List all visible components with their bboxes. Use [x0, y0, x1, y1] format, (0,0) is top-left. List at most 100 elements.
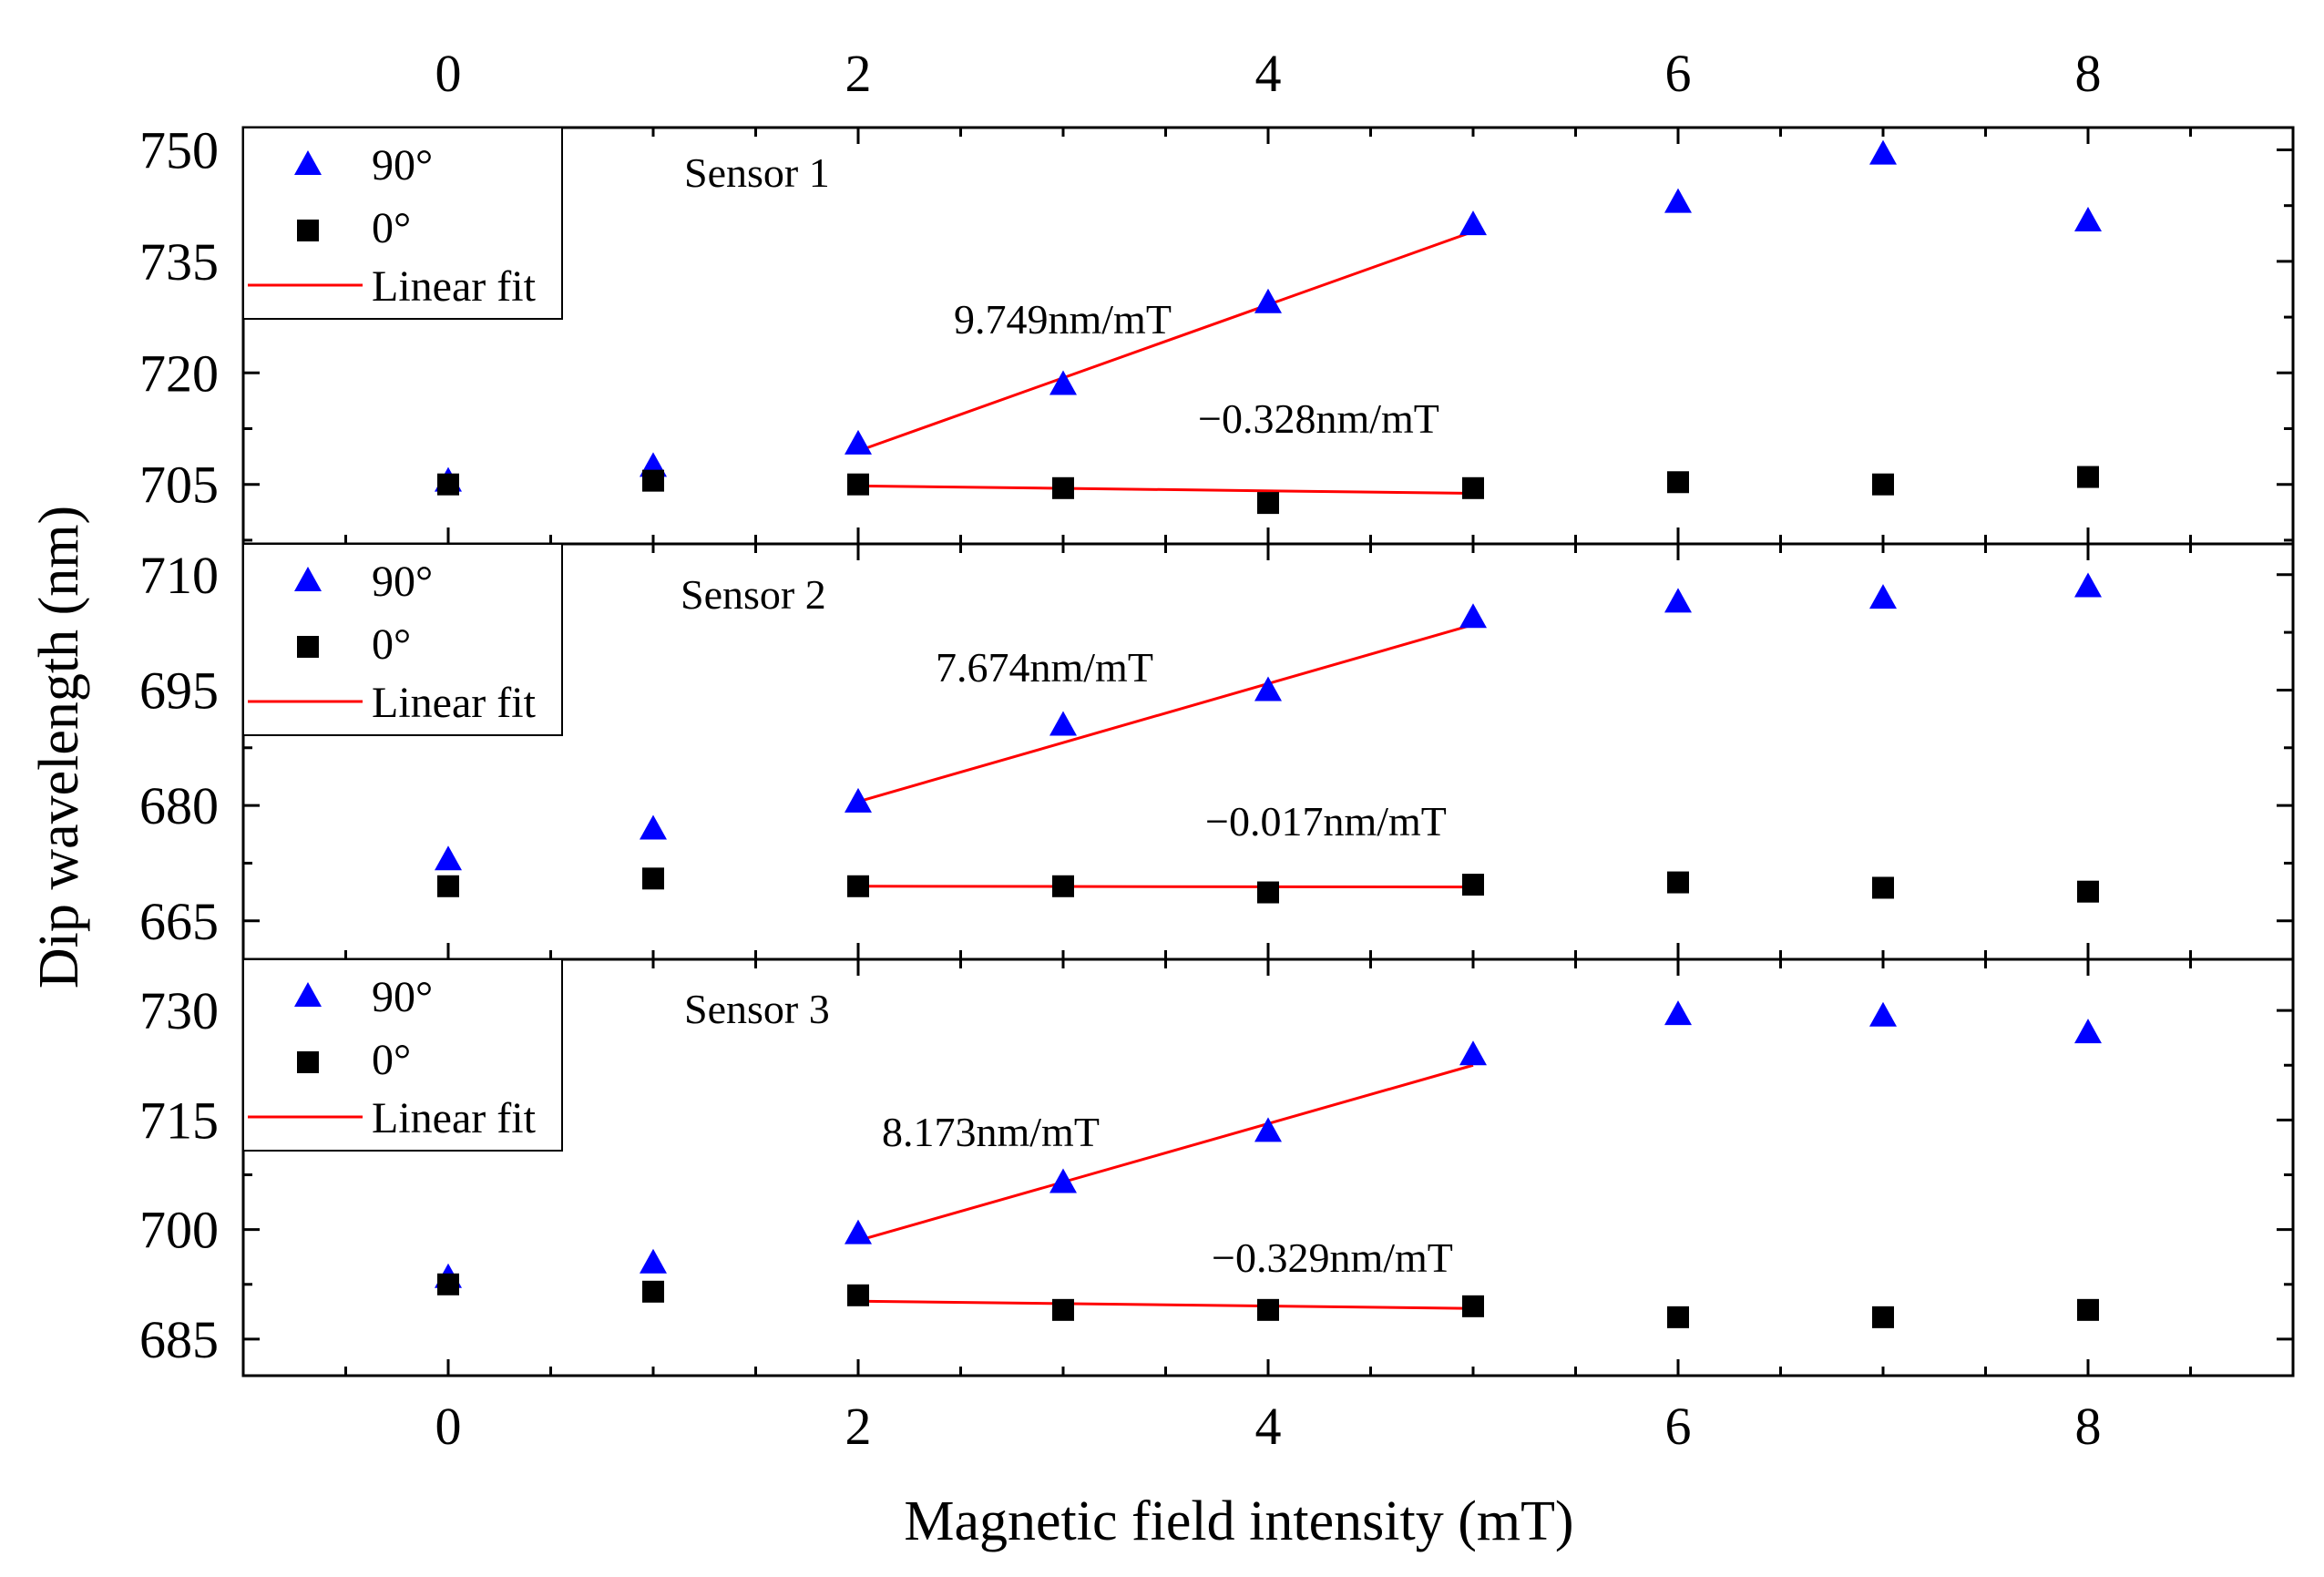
fit-line-0deg	[857, 885, 1474, 889]
data-point-90deg	[2074, 1019, 2102, 1044]
y-tick-label: 685	[139, 1310, 219, 1369]
y-tick-label: 720	[139, 343, 219, 403]
legend-label-90deg: 90°	[372, 973, 433, 1021]
sensor-title: Sensor 1	[684, 149, 830, 196]
data-point-90deg	[1869, 584, 1897, 609]
data-point-90deg	[640, 1248, 667, 1274]
x-tick-label-bottom: 6	[1665, 1397, 1692, 1456]
x-tick-label-bottom: 2	[845, 1397, 872, 1456]
legend-marker-90deg	[294, 150, 322, 175]
legend-label-0deg: 0°	[372, 204, 411, 252]
legend-box	[242, 543, 563, 736]
data-point-90deg	[845, 787, 872, 813]
legend-label-linear-fit: Linear fit	[372, 679, 537, 727]
legend-label-90deg: 90°	[372, 141, 433, 189]
data-point-0deg	[1872, 473, 1894, 496]
y-tick-label: 715	[139, 1091, 219, 1150]
fit-line-0deg	[857, 1299, 1474, 1310]
data-point-90deg	[1254, 288, 1282, 313]
slope-label-0deg: −0.328nm/mT	[1198, 395, 1439, 442]
data-point-0deg	[1872, 1306, 1894, 1328]
y-tick-label: 700	[139, 1201, 219, 1260]
data-point-0deg	[642, 867, 664, 890]
data-point-0deg	[1257, 492, 1279, 515]
y-tick-label: 665	[139, 892, 219, 951]
x-tick-label-top: 0	[435, 44, 462, 103]
y-tick-label: 695	[139, 660, 219, 720]
data-point-90deg	[1049, 711, 1077, 736]
data-point-0deg	[642, 1280, 664, 1303]
data-point-90deg	[2074, 572, 2102, 598]
legend-label-linear-fit: Linear fit	[372, 262, 537, 311]
y-tick-label: 735	[139, 232, 219, 292]
data-point-0deg	[1872, 876, 1894, 899]
x-tick-label-top: 2	[845, 44, 872, 103]
slope-label-90deg: 7.674nm/mT	[936, 644, 1153, 691]
data-point-90deg	[1869, 1001, 1897, 1027]
data-point-90deg	[1664, 588, 1692, 613]
legend-marker-90deg	[294, 982, 322, 1007]
y-tick-label: 750	[139, 120, 219, 179]
legend-label-0deg: 0°	[372, 1036, 411, 1084]
data-point-0deg	[1052, 1298, 1074, 1321]
data-point-0deg	[1667, 471, 1689, 494]
y-axis-title: Dip wavelength (nm)	[28, 506, 90, 988]
data-point-90deg	[1459, 210, 1487, 236]
data-point-90deg	[1459, 1040, 1487, 1066]
legend-marker-90deg	[294, 567, 322, 591]
x-tick-label-bottom: 8	[2075, 1397, 2102, 1456]
y-tick-label: 680	[139, 776, 219, 835]
data-point-0deg	[847, 1284, 869, 1306]
legend-box	[242, 127, 563, 320]
legend-marker-0deg	[297, 220, 319, 241]
x-tick-label-bottom: 4	[1255, 1397, 1282, 1456]
fit-line-90deg	[857, 623, 1474, 804]
legend-label-0deg: 0°	[372, 620, 411, 669]
data-point-0deg	[847, 473, 869, 496]
legend-box	[242, 958, 563, 1152]
fit-line-90deg	[857, 230, 1474, 453]
x-tick-label-bottom: 0	[435, 1397, 462, 1456]
data-point-90deg	[1664, 188, 1692, 213]
y-tick-label: 710	[139, 546, 219, 605]
data-point-90deg	[1254, 676, 1282, 701]
plot-layer: 0 0 2 2 4 4 6 6 8 8 705 720 735 750 Sensor 1 9.749nm/mT…	[139, 44, 2295, 1456]
legend-label-90deg: 90°	[372, 558, 433, 606]
data-point-0deg	[2077, 1298, 2099, 1321]
data-point-0deg	[2077, 466, 2099, 488]
data-point-90deg	[1254, 1117, 1282, 1142]
data-point-0deg	[642, 469, 664, 492]
data-point-90deg	[845, 1219, 872, 1244]
data-point-0deg	[1052, 875, 1074, 897]
slope-label-90deg: 8.173nm/mT	[882, 1109, 1100, 1155]
data-point-90deg	[2074, 207, 2102, 232]
data-point-0deg	[437, 473, 459, 496]
data-point-0deg	[1462, 1295, 1484, 1317]
legend-label-linear-fit: Linear fit	[372, 1094, 537, 1142]
slope-label-0deg: −0.017nm/mT	[1205, 798, 1447, 845]
slope-label-90deg: 9.749nm/mT	[954, 296, 1172, 343]
fit-line-90deg	[857, 1063, 1474, 1243]
sensor-title: Sensor 3	[684, 986, 830, 1032]
x-tick-label-top: 4	[1255, 44, 1282, 103]
data-point-0deg	[847, 875, 869, 897]
data-point-0deg	[1257, 881, 1279, 904]
x-tick-label-top: 8	[2075, 44, 2102, 103]
y-tick-label: 705	[139, 456, 219, 515]
data-point-0deg	[1667, 1306, 1689, 1328]
data-point-90deg	[1459, 603, 1487, 629]
data-point-0deg	[2077, 880, 2099, 903]
slope-label-0deg: −0.329nm/mT	[1212, 1234, 1453, 1281]
data-point-0deg	[1667, 871, 1689, 894]
x-tick-label-top: 6	[1665, 44, 1692, 103]
data-point-90deg	[845, 429, 872, 455]
data-point-90deg	[1869, 139, 1897, 165]
data-point-0deg	[1462, 874, 1484, 896]
data-point-0deg	[437, 1273, 459, 1295]
data-point-90deg	[640, 814, 667, 840]
data-point-90deg	[1664, 1000, 1692, 1026]
data-point-0deg	[1462, 476, 1484, 499]
data-point-90deg	[1049, 370, 1077, 395]
data-point-0deg	[1257, 1298, 1279, 1321]
